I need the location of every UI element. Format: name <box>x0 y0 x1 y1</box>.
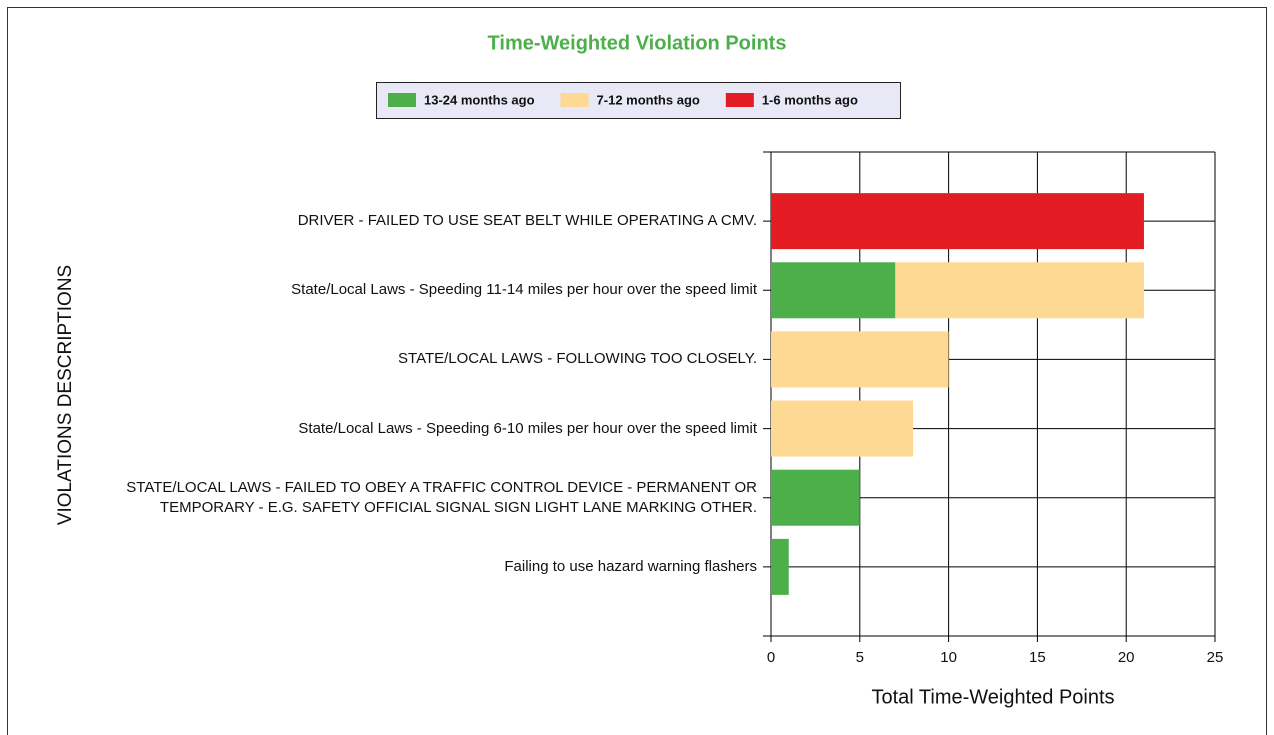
legend-box <box>376 82 901 119</box>
x-tick-label: 20 <box>1118 649 1135 666</box>
bar <box>771 193 1144 250</box>
legend-label: 1-6 months ago <box>762 92 858 107</box>
legend-swatch <box>560 93 589 107</box>
x-tick-label: 10 <box>940 649 957 666</box>
legend-label: 13-24 months ago <box>424 92 535 107</box>
y-tick-label: DRIVER - FAILED TO USE SEAT BELT WHILE O… <box>297 212 757 230</box>
y-tick-label: STATE/LOCAL LAWS - FAILED TO OBEY A TRAF… <box>126 478 757 516</box>
x-tick-label: 0 <box>767 649 775 666</box>
legend-swatch <box>388 93 416 107</box>
bar <box>771 469 860 526</box>
legend-label: 7-12 months ago <box>597 92 700 107</box>
y-tick-label: Failing to use hazard warning flashers <box>504 557 757 575</box>
bar <box>771 538 789 595</box>
y-axis-title: VIOLATIONS DESCRIPTIONS <box>55 265 76 525</box>
frame <box>7 7 1267 735</box>
y-tick-label: State/Local Laws - Speeding 6-10 miles p… <box>298 419 757 437</box>
x-tick-label: 25 <box>1207 649 1224 666</box>
x-tick-label: 15 <box>1029 649 1046 666</box>
chart-title: Time-Weighted Violation Points <box>488 32 787 54</box>
bar <box>771 262 896 319</box>
y-tick-label: State/Local Laws - Speeding 11-14 miles … <box>291 281 757 299</box>
x-tick-label: 5 <box>856 649 864 666</box>
legend-swatch <box>725 93 754 107</box>
bar <box>895 262 1144 319</box>
x-axis-title: Total Time-Weighted Points <box>871 686 1114 708</box>
y-tick-label: STATE/LOCAL LAWS - FOLLOWING TOO CLOSELY… <box>398 350 757 368</box>
bar <box>771 331 949 388</box>
bar <box>771 400 914 457</box>
